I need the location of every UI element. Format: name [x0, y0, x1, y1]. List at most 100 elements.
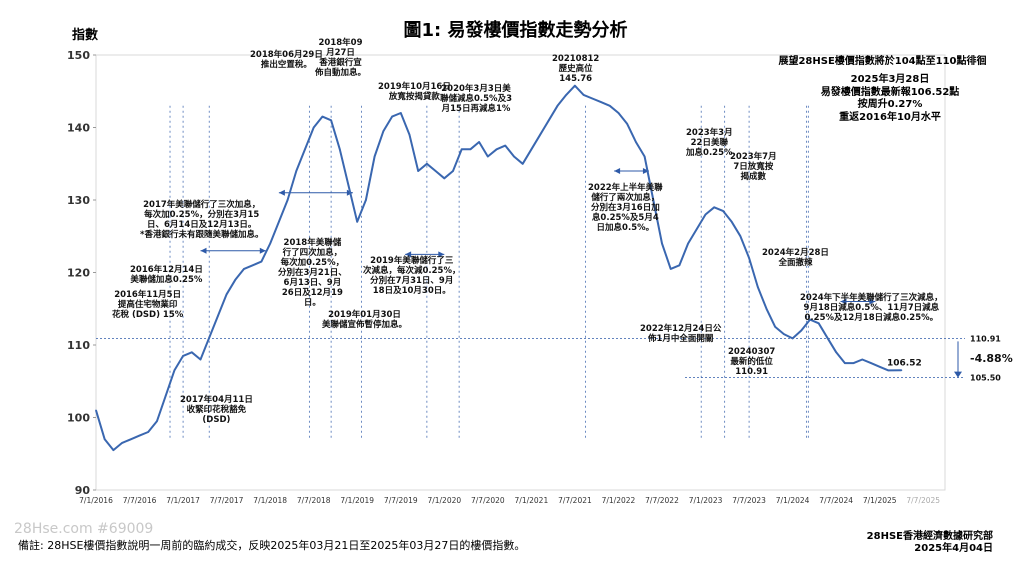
index-data-point: [574, 84, 576, 87]
y-axis-label: 指數: [72, 28, 99, 43]
cycle-arrow-head: [642, 168, 649, 174]
index-data-point: [696, 228, 698, 230]
index-data-point: [225, 293, 228, 296]
x-tick-label: 7/7/2018: [297, 496, 331, 505]
index-data-point: [791, 337, 794, 340]
index-data-point: [164, 394, 167, 397]
y-tick-label: 150: [67, 49, 90, 62]
index-data-point: [539, 133, 541, 136]
x-tick-label: 7/7/2023: [732, 496, 766, 505]
index-data-point: [809, 318, 811, 321]
cycle-arrow-head: [278, 189, 285, 196]
index-data-point: [635, 141, 637, 143]
annotation-fed-cut-2020: 2020年3月3日美 聯儲減息0.5%及3 月15日再減息1%: [440, 84, 512, 114]
index-data-point: [608, 104, 611, 107]
x-tick-label: 7/1/2019: [340, 496, 374, 505]
index-data-point: [408, 133, 411, 136]
index-data-point: [521, 162, 524, 165]
index-data-point: [748, 257, 750, 259]
reference-line-label: 110.91: [970, 334, 1001, 343]
x-tick-label: 7/7/2019: [384, 496, 418, 505]
footer-note: 備註: 28HSE樓價指數說明一周前的臨約成交，反映2025年03月21日至20…: [18, 539, 526, 552]
annotation-fed-hike-2023: 2023年3月 22日美聯 加息0.25%: [686, 128, 733, 158]
index-data-point: [173, 369, 176, 372]
chart-title: 圖1: 易發樓價指數走勢分析: [403, 20, 628, 41]
index-data-point: [426, 162, 428, 165]
index-data-point: [661, 242, 663, 245]
index-data-point: [774, 326, 776, 328]
index-data-point: [887, 369, 890, 372]
index-data-point: [861, 358, 864, 361]
index-data-point: [756, 286, 759, 288]
index-data-point: [138, 434, 141, 437]
index-data-point: [617, 112, 620, 114]
footer-source: 28HSE香港經濟數據研究部 2025年4月04日: [866, 531, 993, 554]
cycle-arrow-head: [869, 298, 876, 305]
annotation-remove-measures: 2024年2月28日 全面撤辣: [762, 248, 829, 268]
index-data-point: [478, 141, 480, 143]
y-tick-label: 110: [67, 339, 90, 352]
annotation-reopening: 2022年12月24日公 佈1月中全面開關: [640, 324, 722, 344]
index-data-point: [112, 449, 115, 451]
outlook-text: 展望28HSE樓價指數將於104點至110點徘徊: [778, 56, 987, 67]
annotation-dsd-2017: 2017年04月11日 收緊印花稅豁免 (DSD): [180, 395, 253, 425]
index-data-point: [190, 351, 193, 354]
x-tick-label: 7/7/2024: [819, 496, 853, 505]
index-data-point: [103, 438, 106, 441]
index-data-point: [312, 126, 315, 129]
index-data-point: [199, 358, 202, 361]
index-data-point: [286, 199, 289, 201]
watermark: 28Hse.com #69009: [14, 521, 154, 537]
index-data-point: [339, 148, 341, 151]
index-data-point: [147, 431, 150, 433]
annotation-hk-bank-rate: 2018年09 月27日 香港銀行宣 佈自動加息。: [315, 38, 367, 78]
annotation-record-high: 20210812 歷史高位 145.76: [552, 54, 600, 84]
index-data-point: [443, 177, 446, 180]
index-data-point: [582, 94, 585, 96]
x-tick-label: 7/7/2025: [906, 496, 940, 505]
index-data-point: [373, 155, 376, 158]
index-data-point: [678, 264, 681, 267]
cycle-arrow-head: [200, 247, 207, 254]
annotation-fed-hike-2022: 2022年上半年美聯 儲行了兩次加息， 分別在3月16日加 息0.25%及5月4…: [588, 183, 663, 233]
annotation-fed-2016-12: 2016年12月14日 美聯儲加息0.25%: [130, 265, 203, 285]
index-data-point: [852, 362, 855, 364]
index-data-point: [251, 264, 254, 267]
index-data-point: [900, 369, 903, 372]
index-data-point: [548, 119, 550, 122]
index-data-point: [417, 170, 419, 172]
annotation-mortgage-relax-2023: 2023年7月 7日放寬按 揭成數: [730, 152, 777, 182]
index-data-point: [826, 336, 829, 339]
index-data-point: [399, 112, 402, 114]
x-tick-label: 7/7/2016: [123, 496, 157, 505]
x-tick-label: 7/7/2021: [558, 496, 592, 505]
index-data-point: [835, 351, 837, 354]
index-data-point: [95, 409, 97, 412]
x-tick-label: 7/1/2018: [253, 496, 287, 505]
y-tick-label: 120: [67, 267, 90, 280]
index-data-point: [356, 220, 359, 223]
x-tick-label: 7/1/2016: [79, 496, 113, 505]
latest-value-label: 106.52: [887, 358, 922, 368]
index-data-point: [722, 210, 724, 212]
index-data-point: [304, 148, 306, 151]
index-data-point: [495, 148, 498, 151]
x-tick-label: 7/1/2023: [689, 496, 723, 505]
index-data-point: [844, 362, 846, 364]
index-data-point: [260, 260, 263, 263]
x-tick-label: 7/1/2024: [776, 496, 810, 505]
index-data-point: [347, 184, 350, 187]
index-data-point: [878, 365, 881, 368]
x-tick-label: 7/1/2022: [602, 496, 636, 505]
index-data-point: [391, 115, 393, 118]
y-tick-label: 130: [67, 194, 90, 207]
index-data-point: [382, 130, 385, 132]
x-tick-label: 7/7/2022: [645, 496, 679, 505]
index-data-point: [365, 199, 367, 201]
index-data-point: [121, 442, 123, 444]
index-data-point: [739, 235, 742, 238]
index-data-point: [783, 333, 785, 335]
index-data-point: [800, 329, 803, 332]
cycle-arrow-head: [438, 251, 445, 258]
annotation-low-2024: 20240307 最新的低位 110.91: [728, 347, 776, 377]
